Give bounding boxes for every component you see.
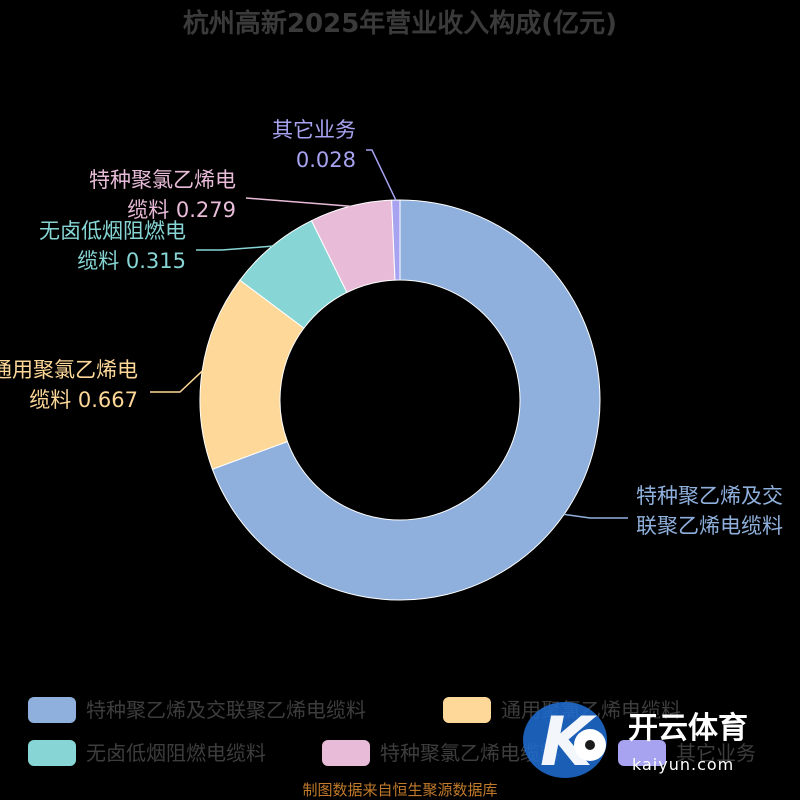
watermark-logo: K 开云体育 kaiyun.com xyxy=(523,702,748,782)
label-leader-line xyxy=(245,197,351,207)
slice-label: 联聚乙烯电缆料 xyxy=(636,514,783,538)
slice-label: 缆料 0.667 xyxy=(29,388,138,412)
legend-label[interactable]: 无卤低烟阻燃电缆料 xyxy=(86,741,266,765)
slice-label: 特种聚氯乙烯电 xyxy=(89,168,236,192)
chart-title: 杭州高新2025年营业收入构成(亿元) xyxy=(183,8,617,39)
source-note: 制图数据来自恒生聚源数据库 xyxy=(302,781,497,799)
slice-label: 其它业务 xyxy=(272,118,356,142)
slice-label: 无卤低烟阻燃电 xyxy=(39,219,186,243)
legend-label[interactable]: 特种聚乙烯及交联聚乙烯电缆料 xyxy=(86,698,366,722)
label-leader-line xyxy=(196,245,273,251)
label-leader-line xyxy=(150,370,203,393)
legend-swatch[interactable] xyxy=(443,697,491,723)
slice-label: 0.028 xyxy=(296,148,356,172)
slice-label: 特种聚乙烯及交 xyxy=(636,484,783,508)
legend-swatch[interactable] xyxy=(28,740,76,766)
legend-label[interactable]: 其它业务 xyxy=(676,741,756,765)
label-leader-line xyxy=(563,513,628,519)
pie-slice[interactable] xyxy=(211,199,601,601)
legend-swatch[interactable] xyxy=(322,740,370,766)
label-leader-line xyxy=(366,149,397,201)
pie-slices xyxy=(199,199,601,601)
pie-slice[interactable] xyxy=(391,199,401,281)
legend-swatch[interactable] xyxy=(618,740,666,766)
watermark-site: kaiyun.com xyxy=(632,755,734,774)
slice-label: 通用聚氯乙烯电 xyxy=(0,358,138,382)
slice-label: 缆料 0.315 xyxy=(77,249,186,273)
slice-label: 缆料 0.279 xyxy=(127,198,236,222)
watermark-brand: 开云体育 xyxy=(628,711,748,746)
legend-swatch[interactable] xyxy=(28,697,76,723)
